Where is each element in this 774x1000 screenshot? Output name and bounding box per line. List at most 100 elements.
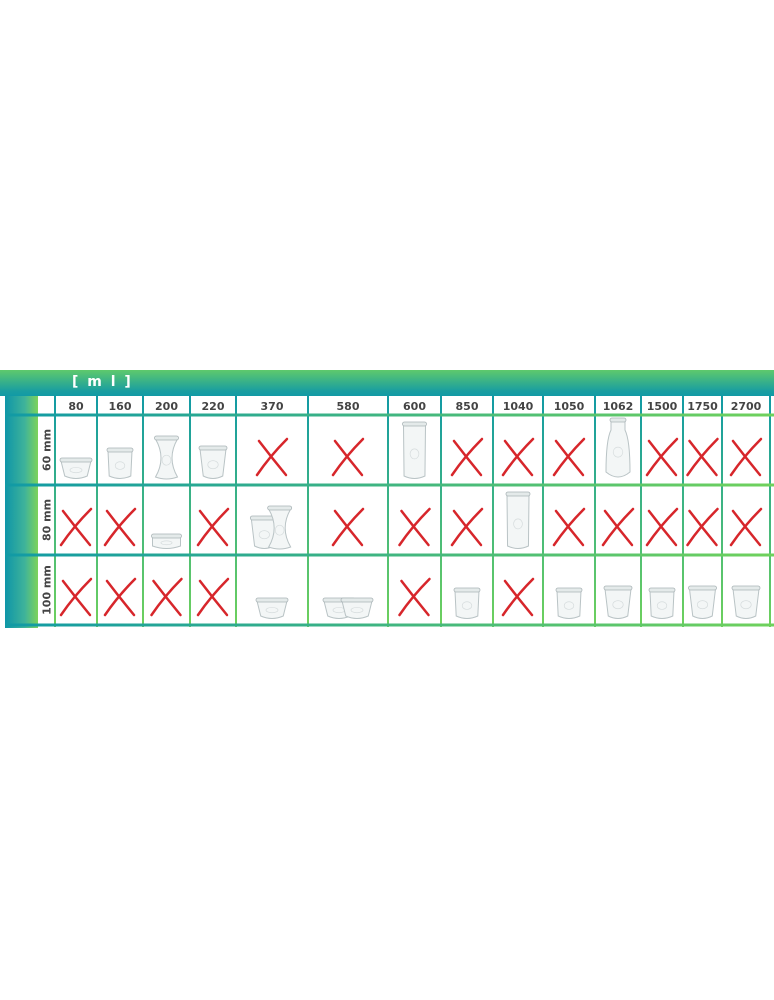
- cell-unavailable: [723, 417, 769, 483]
- cell-unavailable: [144, 557, 189, 623]
- column-header: 160: [108, 400, 132, 413]
- unavailable-cross-icon: [331, 437, 365, 477]
- column-header: 2700: [730, 400, 762, 413]
- cell-jar: [544, 557, 594, 623]
- jar-icon: [731, 585, 761, 619]
- grid-vline: [769, 396, 771, 627]
- unavailable-cross-icon: [196, 507, 230, 547]
- column-header: 80: [68, 400, 84, 413]
- grid-vline: [542, 396, 544, 627]
- unavailable-cross-icon: [59, 577, 93, 617]
- grid-vline: [387, 396, 389, 627]
- unavailable-cross-icon: [729, 507, 763, 547]
- unit-label: [ m l ]: [72, 374, 133, 390]
- cell-unavailable: [494, 557, 542, 623]
- unavailable-cross-icon: [501, 437, 535, 477]
- jar-icon: [59, 457, 93, 479]
- unavailable-cross-icon: [150, 577, 183, 617]
- grid-vline: [492, 396, 494, 627]
- jar-icon: [255, 597, 289, 619]
- grid-vline: [640, 396, 642, 627]
- jar-icon: [151, 533, 182, 549]
- jar-icon: [340, 597, 374, 619]
- cell-unavailable: [544, 417, 594, 483]
- cell-unavailable: [309, 417, 387, 483]
- cell-unavailable: [309, 487, 387, 553]
- unavailable-cross-icon: [601, 507, 635, 547]
- unavailable-cross-icon: [552, 437, 586, 477]
- unavailable-cross-icon: [450, 507, 484, 547]
- cell-jar: [98, 417, 142, 483]
- cell-jar: [596, 557, 640, 623]
- cell-unavailable: [98, 487, 142, 553]
- cell-unavailable: [642, 487, 682, 553]
- jar-icon: [154, 435, 179, 480]
- unavailable-cross-icon: [398, 577, 431, 617]
- cell-jar: [144, 417, 189, 483]
- column-header: 200: [155, 400, 178, 413]
- unavailable-cross-icon: [398, 507, 431, 547]
- cell-jar: [684, 557, 721, 623]
- column-header: 580: [336, 400, 360, 413]
- cell-unavailable: [596, 487, 640, 553]
- grid-vline: [721, 396, 723, 627]
- cell-jar: [237, 487, 307, 553]
- grid-hline: [5, 413, 774, 417]
- unavailable-cross-icon: [103, 507, 137, 547]
- unavailable-cross-icon: [645, 507, 679, 547]
- column-header: 1500: [646, 400, 678, 413]
- cell-jar: [723, 557, 769, 623]
- jar-icon: [603, 585, 633, 619]
- cell-jar: [191, 417, 235, 483]
- unavailable-cross-icon: [729, 437, 763, 477]
- grid-vline: [682, 396, 684, 627]
- unavailable-cross-icon: [196, 577, 230, 617]
- grid-vline: [235, 396, 237, 627]
- jar-icon: [688, 585, 717, 619]
- cell-jar: [596, 417, 640, 483]
- cell-unavailable: [191, 487, 235, 553]
- cell-unavailable: [684, 417, 721, 483]
- cell-jar: [494, 487, 542, 553]
- cell-unavailable: [389, 557, 440, 623]
- cell-unavailable: [191, 557, 235, 623]
- cell-jar: [56, 417, 96, 483]
- column-header: 600: [403, 400, 426, 413]
- jar-icon: [555, 587, 583, 619]
- cell-unavailable: [544, 487, 594, 553]
- column-header: 1750: [687, 400, 718, 413]
- unavailable-cross-icon: [255, 437, 289, 477]
- unavailable-cross-icon: [501, 577, 535, 617]
- grid-vline: [307, 396, 309, 627]
- unavailable-cross-icon: [686, 437, 719, 477]
- jar-icon: [605, 417, 631, 478]
- unavailable-cross-icon: [645, 437, 679, 477]
- cell-jar: [642, 557, 682, 623]
- cell-unavailable: [642, 417, 682, 483]
- cell-jar: [237, 557, 307, 623]
- column-header: 1050: [553, 400, 585, 413]
- cell-unavailable: [684, 487, 721, 553]
- grid-vline: [189, 396, 191, 627]
- grid-hline: [5, 623, 774, 627]
- jar-icon: [402, 421, 427, 479]
- jar-icon: [106, 447, 134, 479]
- cell-jar: [309, 557, 387, 623]
- unavailable-cross-icon: [450, 437, 484, 477]
- jar-icon: [267, 505, 293, 550]
- cell-unavailable: [56, 487, 96, 553]
- jar-icon: [453, 587, 481, 619]
- unavailable-cross-icon: [103, 577, 137, 617]
- column-header: 1062: [602, 400, 634, 413]
- cell-unavailable: [442, 487, 492, 553]
- jar-icon: [505, 491, 531, 549]
- cell-unavailable: [98, 557, 142, 623]
- grid-vline: [142, 396, 144, 627]
- grid-vline: [54, 396, 56, 627]
- grid-vline: [96, 396, 98, 627]
- grid-hline: [5, 553, 774, 557]
- column-header: 220: [201, 400, 225, 413]
- cell-unavailable: [389, 487, 440, 553]
- column-header: 850: [455, 400, 479, 413]
